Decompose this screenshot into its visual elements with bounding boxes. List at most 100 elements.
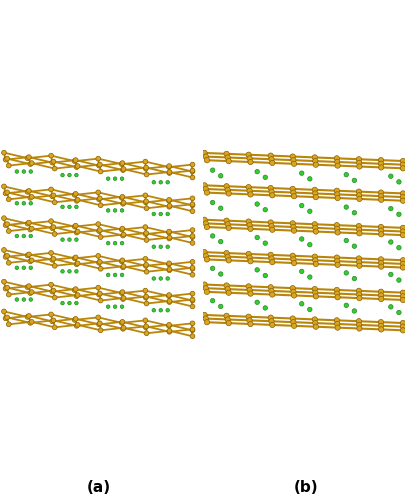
Circle shape bbox=[143, 288, 148, 293]
Circle shape bbox=[204, 224, 210, 230]
Circle shape bbox=[203, 186, 208, 192]
Circle shape bbox=[313, 158, 318, 164]
Circle shape bbox=[225, 187, 230, 192]
Circle shape bbox=[75, 205, 78, 208]
Circle shape bbox=[263, 241, 267, 246]
Circle shape bbox=[255, 268, 260, 272]
Circle shape bbox=[356, 224, 362, 228]
Circle shape bbox=[190, 234, 195, 238]
Circle shape bbox=[97, 228, 101, 234]
Circle shape bbox=[75, 238, 78, 242]
Circle shape bbox=[190, 175, 195, 180]
Circle shape bbox=[190, 327, 195, 332]
Circle shape bbox=[356, 292, 362, 297]
Circle shape bbox=[167, 198, 171, 202]
Circle shape bbox=[352, 244, 357, 248]
Circle shape bbox=[113, 273, 117, 276]
Circle shape bbox=[299, 171, 304, 175]
Circle shape bbox=[74, 164, 79, 170]
Circle shape bbox=[248, 226, 253, 232]
Circle shape bbox=[96, 254, 100, 258]
Circle shape bbox=[219, 304, 223, 308]
Circle shape bbox=[190, 169, 195, 174]
Circle shape bbox=[52, 232, 57, 236]
Circle shape bbox=[292, 228, 297, 234]
Circle shape bbox=[202, 150, 207, 156]
Circle shape bbox=[167, 204, 172, 208]
Circle shape bbox=[119, 320, 124, 325]
Circle shape bbox=[190, 297, 195, 302]
Circle shape bbox=[98, 321, 102, 326]
Circle shape bbox=[98, 162, 102, 167]
Circle shape bbox=[120, 290, 125, 294]
Circle shape bbox=[98, 169, 103, 174]
Circle shape bbox=[190, 203, 195, 207]
Circle shape bbox=[389, 240, 393, 244]
Circle shape bbox=[3, 222, 8, 228]
Circle shape bbox=[74, 198, 79, 203]
Circle shape bbox=[166, 198, 171, 203]
Circle shape bbox=[5, 190, 10, 195]
Circle shape bbox=[225, 222, 230, 227]
Circle shape bbox=[68, 302, 71, 305]
Circle shape bbox=[190, 304, 195, 309]
Circle shape bbox=[312, 286, 318, 292]
Circle shape bbox=[379, 232, 384, 237]
Circle shape bbox=[75, 322, 80, 327]
Circle shape bbox=[166, 276, 169, 280]
Circle shape bbox=[119, 227, 124, 232]
Circle shape bbox=[167, 164, 171, 168]
Circle shape bbox=[97, 197, 101, 202]
Circle shape bbox=[268, 315, 273, 320]
Circle shape bbox=[356, 160, 362, 166]
Circle shape bbox=[15, 298, 19, 302]
Circle shape bbox=[246, 184, 251, 190]
Circle shape bbox=[3, 286, 8, 291]
Circle shape bbox=[29, 226, 34, 231]
Circle shape bbox=[22, 202, 26, 205]
Circle shape bbox=[96, 156, 100, 161]
Circle shape bbox=[27, 252, 31, 257]
Text: (b): (b) bbox=[294, 480, 318, 495]
Circle shape bbox=[357, 196, 362, 202]
Circle shape bbox=[224, 151, 229, 156]
Circle shape bbox=[379, 165, 384, 170]
Circle shape bbox=[335, 230, 340, 235]
Circle shape bbox=[120, 273, 124, 276]
Circle shape bbox=[15, 266, 19, 270]
Circle shape bbox=[211, 298, 215, 303]
Circle shape bbox=[224, 283, 229, 288]
Circle shape bbox=[335, 291, 340, 296]
Circle shape bbox=[152, 180, 156, 184]
Circle shape bbox=[203, 253, 208, 258]
Circle shape bbox=[121, 233, 126, 238]
Circle shape bbox=[167, 298, 172, 304]
Circle shape bbox=[143, 193, 148, 198]
Circle shape bbox=[72, 288, 77, 292]
Circle shape bbox=[75, 302, 78, 305]
Circle shape bbox=[72, 192, 77, 197]
Circle shape bbox=[143, 159, 148, 164]
Circle shape bbox=[167, 322, 171, 327]
Circle shape bbox=[400, 290, 405, 296]
Circle shape bbox=[190, 328, 195, 332]
Circle shape bbox=[211, 168, 215, 172]
Circle shape bbox=[290, 154, 295, 159]
Circle shape bbox=[248, 258, 253, 264]
Circle shape bbox=[226, 320, 231, 326]
Circle shape bbox=[119, 162, 124, 166]
Circle shape bbox=[344, 303, 348, 308]
Circle shape bbox=[121, 296, 126, 300]
Circle shape bbox=[107, 242, 110, 245]
Circle shape bbox=[98, 291, 102, 296]
Circle shape bbox=[74, 324, 79, 328]
Circle shape bbox=[29, 320, 34, 324]
Circle shape bbox=[313, 258, 318, 263]
Circle shape bbox=[75, 198, 80, 202]
Circle shape bbox=[61, 174, 64, 177]
Circle shape bbox=[143, 295, 148, 300]
Circle shape bbox=[269, 288, 274, 294]
Circle shape bbox=[291, 257, 296, 262]
Circle shape bbox=[29, 234, 32, 238]
Circle shape bbox=[204, 289, 210, 294]
